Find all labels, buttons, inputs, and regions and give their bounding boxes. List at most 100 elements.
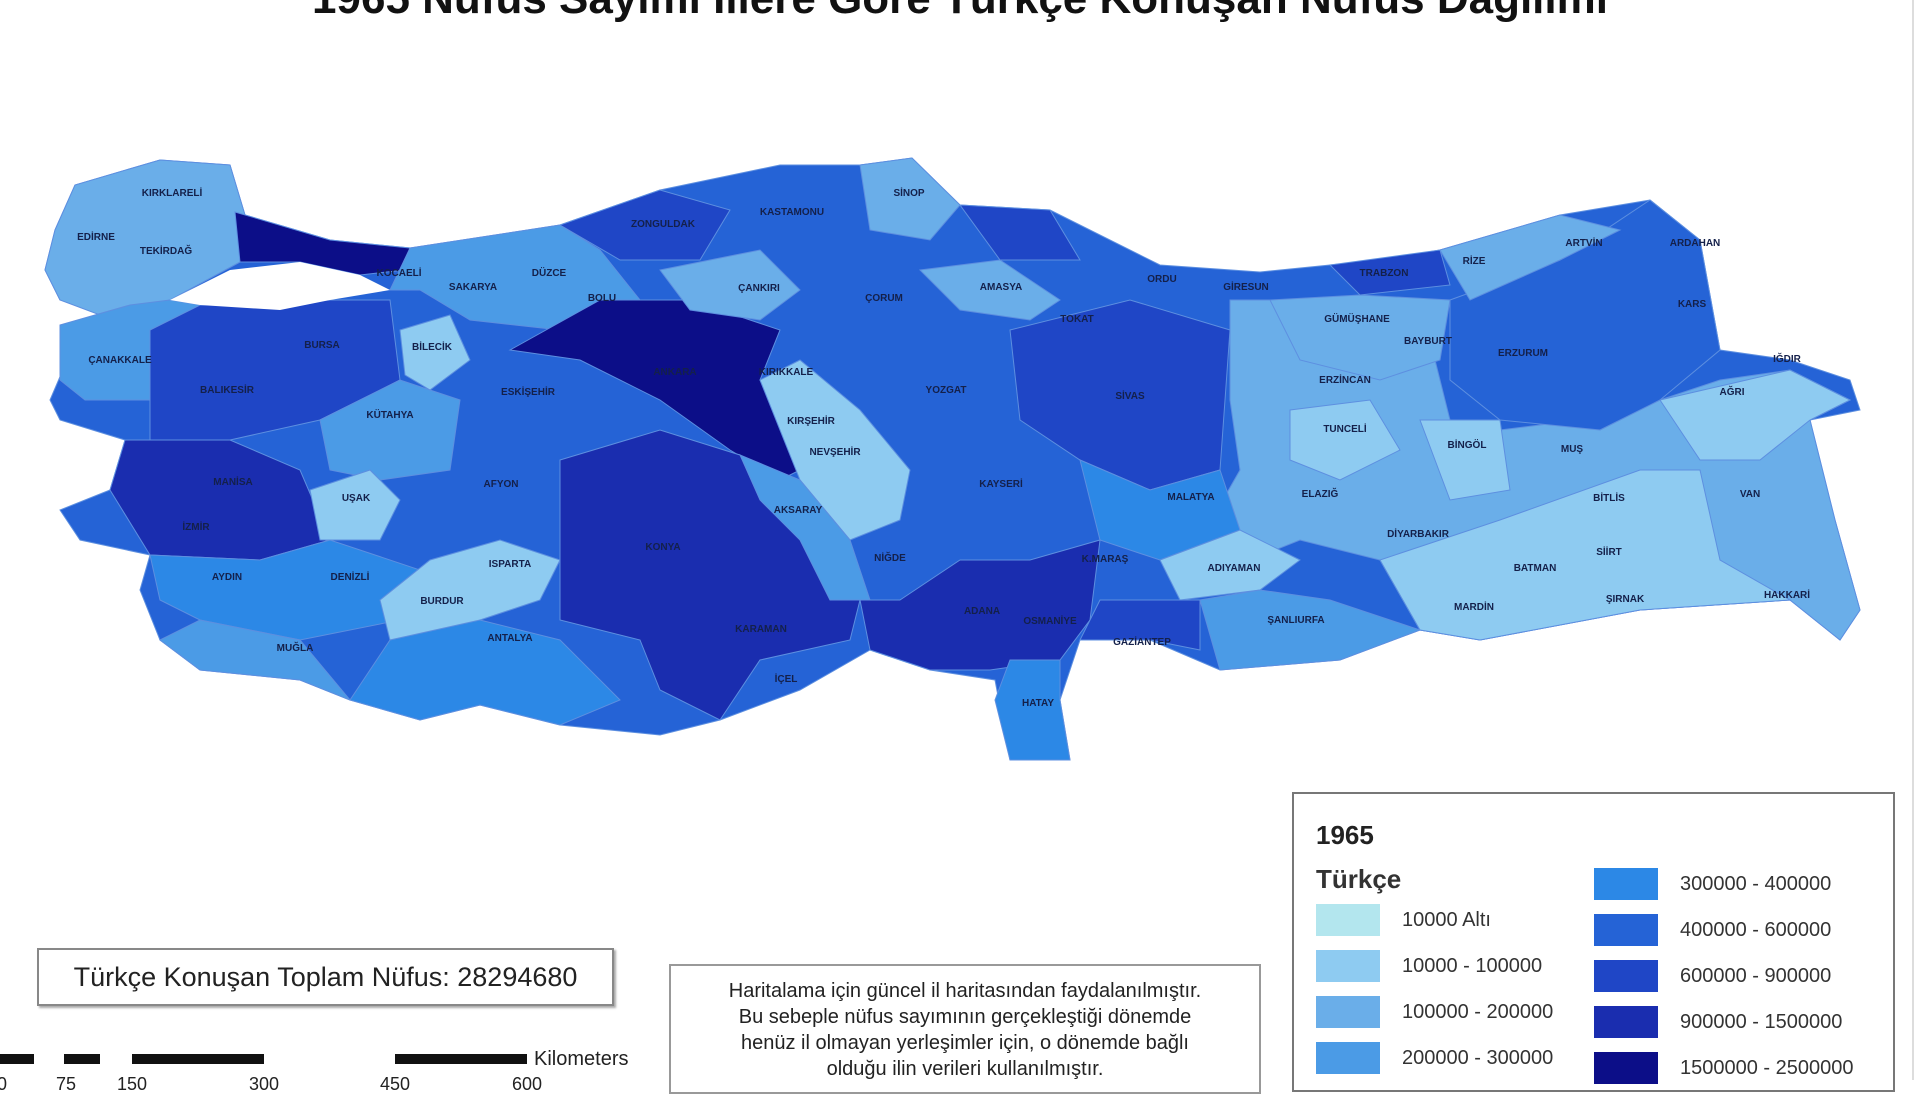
province-label: ŞANLIURFA bbox=[1267, 615, 1324, 626]
province-label: ANTALYA bbox=[487, 633, 532, 644]
note-line: olduğu ilin verileri kullanılmıştır. bbox=[826, 1058, 1104, 1080]
legend-label: 1500000 - 2500000 bbox=[1680, 1056, 1854, 1079]
province-label: ÇANAKKALE bbox=[88, 355, 152, 366]
province-label: ARDAHAN bbox=[1670, 238, 1721, 249]
legend-swatch bbox=[1316, 1042, 1380, 1074]
legend-item: 400000 - 600000 bbox=[1594, 914, 1831, 946]
legend-swatch bbox=[1594, 1052, 1658, 1084]
province-label: İZMİR bbox=[182, 520, 210, 533]
province-label: ARTVİN bbox=[1565, 236, 1602, 249]
province-region bbox=[1439, 214, 1622, 301]
province-label: KÜTAHYA bbox=[366, 408, 413, 421]
province-region bbox=[1379, 469, 1792, 641]
legend-item: 900000 - 1500000 bbox=[1594, 1006, 1842, 1038]
province-label: VAN bbox=[1740, 489, 1760, 500]
province-region bbox=[1328, 249, 1451, 296]
legend-swatch bbox=[1594, 960, 1658, 992]
scale-bar-segment bbox=[64, 1054, 100, 1064]
province-label: HATAY bbox=[1022, 698, 1054, 709]
province-label: MUŞ bbox=[1561, 444, 1584, 455]
province-label: DENİZLİ bbox=[331, 570, 370, 583]
legend-subtitle: Türkçe bbox=[1316, 864, 1402, 894]
province-label: ELAZIĞ bbox=[1302, 487, 1339, 500]
province-label: AKSARAY bbox=[774, 505, 823, 516]
province-label: MANİSA bbox=[213, 475, 252, 488]
province-region bbox=[1159, 529, 1301, 601]
province-label: ÇANKIRI bbox=[738, 283, 780, 294]
province-label: TEKİRDAĞ bbox=[140, 244, 192, 257]
province-label: YOZGAT bbox=[926, 385, 967, 396]
legend-swatch bbox=[1316, 950, 1380, 982]
province-region bbox=[739, 454, 871, 601]
province-label: TOKAT bbox=[1060, 314, 1094, 325]
scale-tick-label: 450 bbox=[379, 1074, 411, 1094]
province-label: TUNCELİ bbox=[1323, 422, 1367, 435]
province-label: ERZURUM bbox=[1498, 348, 1548, 359]
province-region bbox=[319, 379, 461, 481]
province-label: ADIYAMAN bbox=[1208, 563, 1261, 574]
legend-label: 200000 - 300000 bbox=[1402, 1046, 1554, 1069]
province-label: AFYON bbox=[484, 479, 519, 490]
province-label: UŞAK bbox=[342, 493, 371, 504]
province-label: KOCAELİ bbox=[377, 266, 422, 279]
province-label: KIRIKKALE bbox=[759, 367, 814, 378]
province-label: BAYBURT bbox=[1404, 336, 1452, 347]
province-label: KIRKLARELİ bbox=[142, 186, 203, 199]
province-label: AMASYA bbox=[980, 282, 1022, 293]
scale-unit: Kilometers bbox=[534, 1048, 629, 1070]
scale-bar: 0 75 150 300 450 600 Kilometers bbox=[0, 1048, 660, 1094]
province-label: GİRESUN bbox=[1223, 280, 1269, 293]
province-label: KASTAMONU bbox=[760, 207, 824, 218]
scale-bar-segment bbox=[395, 1054, 527, 1064]
province-region bbox=[558, 189, 731, 261]
province-region bbox=[859, 157, 961, 241]
note-line: Bu sebeple nüfus sayımının gerçekleştiği… bbox=[738, 1006, 1192, 1028]
province-region bbox=[1419, 419, 1511, 501]
province-label: MALATYA bbox=[1167, 492, 1214, 503]
legend-item: 200000 - 300000 bbox=[1316, 1042, 1553, 1074]
legend-label: 300000 - 400000 bbox=[1680, 872, 1832, 895]
province-label: TRABZON bbox=[1360, 268, 1409, 279]
province-region bbox=[994, 659, 1071, 761]
province-region bbox=[234, 211, 411, 276]
legend-item: 300000 - 400000 bbox=[1594, 868, 1831, 900]
marmara-sea bbox=[170, 262, 390, 310]
province-label: SAKARYA bbox=[449, 282, 497, 293]
mapping-note-box: Haritalama için güncel il haritasından f… bbox=[669, 964, 1261, 1094]
province-label: NİĞDE bbox=[874, 551, 906, 564]
province-label: GÜMÜŞHANE bbox=[1324, 312, 1390, 325]
province-label: BİLECİK bbox=[412, 340, 453, 353]
province-label: HAKKARİ bbox=[1764, 588, 1810, 601]
province-label: BURSA bbox=[304, 340, 340, 351]
province-label: ADANA bbox=[964, 606, 1000, 617]
province-label: BURDUR bbox=[420, 596, 464, 607]
province-region bbox=[399, 314, 471, 391]
legend-swatch bbox=[1594, 914, 1658, 946]
scale-tick-label: 300 bbox=[248, 1074, 280, 1094]
province-region bbox=[1289, 399, 1401, 481]
legend-item: 10000 Altı bbox=[1316, 904, 1491, 936]
province-label: ORDU bbox=[1147, 274, 1176, 285]
province-label: AĞRI bbox=[1720, 385, 1745, 398]
province-label: BALIKESİR bbox=[200, 383, 255, 396]
province-label: NEVŞEHİR bbox=[809, 445, 861, 458]
frame-edge bbox=[1912, 0, 1914, 1080]
scale-tick-label: 150 bbox=[116, 1074, 148, 1094]
total-population-box: Türkçe Konuşan Toplam Nüfus: 28294680 bbox=[37, 948, 614, 1006]
province-label: AYDIN bbox=[212, 572, 242, 583]
province-region bbox=[918, 259, 1061, 321]
legend-item: 1500000 - 2500000 bbox=[1594, 1052, 1854, 1084]
legend-item: 10000 - 100000 bbox=[1316, 950, 1542, 982]
legend-swatch bbox=[1594, 868, 1658, 900]
province-label: ERZİNCAN bbox=[1319, 373, 1371, 386]
province-region bbox=[349, 619, 621, 726]
province-label: KARS bbox=[1678, 299, 1707, 310]
legend-label: 400000 - 600000 bbox=[1680, 918, 1832, 941]
province-label: IĞDIR bbox=[1773, 352, 1802, 365]
province-label: MUĞLA bbox=[277, 641, 314, 654]
province-label: KONYA bbox=[645, 542, 680, 553]
province-label: SİİRT bbox=[1596, 545, 1622, 558]
legend-label: 100000 - 200000 bbox=[1402, 1000, 1554, 1023]
province-region bbox=[958, 204, 1081, 261]
province-label: K.MARAŞ bbox=[1082, 554, 1129, 565]
